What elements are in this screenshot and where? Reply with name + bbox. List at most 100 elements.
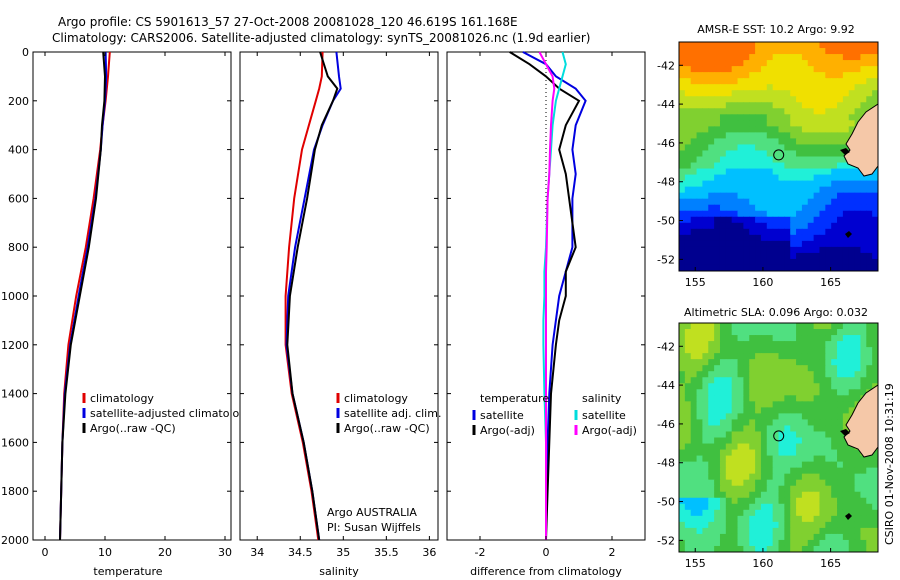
sst-lon-tick-label: 165	[820, 276, 841, 289]
heatmap-cell	[766, 383, 774, 390]
heatmap-cell	[696, 455, 704, 463]
heatmap-cell	[760, 545, 768, 552]
heatmap-cell	[831, 389, 838, 396]
heatmap-cell	[766, 180, 774, 188]
heatmap-cell	[749, 138, 756, 146]
heatmap-cell	[825, 48, 832, 55]
sal-x-tick-label: 36	[422, 546, 436, 559]
heatmap-cell	[737, 443, 744, 451]
heatmap-cell	[842, 120, 850, 127]
heatmap-cell	[825, 72, 832, 79]
heatmap-cell	[854, 377, 862, 384]
heatmap-cell	[796, 335, 803, 342]
heatmap-cell	[708, 210, 715, 218]
heatmap-cell	[825, 491, 832, 499]
heatmap-cell	[760, 353, 768, 360]
heatmap-cell	[866, 78, 873, 85]
heatmap-cell	[725, 371, 733, 378]
heatmap-cell	[766, 371, 774, 378]
heatmap-cell	[690, 335, 698, 342]
heatmap-cell	[807, 162, 815, 170]
heatmap-cell	[790, 509, 797, 517]
heatmap-cell	[696, 120, 704, 127]
heatmap-cell	[813, 216, 821, 224]
heatmap-cell	[784, 48, 791, 55]
heatmap-cell	[831, 425, 838, 433]
heatmap-cell	[684, 120, 692, 127]
heatmap-cell	[755, 102, 762, 109]
heatmap-cell	[702, 383, 709, 390]
heatmap-cell	[807, 329, 815, 336]
heatmap-cell	[807, 72, 815, 79]
heatmap-cell	[801, 461, 809, 469]
heatmap-cell	[860, 347, 867, 354]
heatmap-cell	[819, 455, 826, 463]
heatmap-cell	[679, 413, 686, 421]
heatmap-cell	[848, 42, 856, 49]
heatmap-cell	[760, 485, 768, 493]
heatmap-cell	[772, 138, 780, 146]
heatmap-cell	[684, 144, 692, 152]
heatmap-cell	[854, 54, 862, 61]
heatmap-cell	[837, 527, 844, 535]
heatmap-cell	[831, 353, 838, 360]
heatmap-cell	[749, 234, 756, 242]
heatmap-cell	[842, 132, 850, 140]
heatmap-cell	[714, 527, 721, 535]
heatmap-cell	[807, 180, 815, 188]
heatmap-cell	[749, 521, 756, 529]
heatmap-cell	[831, 455, 838, 463]
heatmap-cell	[848, 389, 856, 396]
sst-lon-tick-label: 155	[685, 276, 706, 289]
heatmap-cell	[778, 479, 785, 487]
heatmap-cell	[731, 138, 739, 146]
heatmap-cell	[719, 42, 727, 49]
heatmap-cell	[760, 156, 768, 164]
heatmap-cell	[801, 258, 809, 266]
heatmap-cell	[702, 252, 709, 260]
heatmap-cell	[755, 210, 762, 218]
heatmap-cell	[837, 461, 844, 469]
heatmap-cell	[796, 479, 803, 487]
heatmap-cell	[796, 192, 803, 200]
heatmap-cell	[825, 377, 832, 384]
heatmap-cell	[831, 347, 838, 354]
heatmap-cell	[749, 407, 756, 414]
heatmap-cell	[684, 168, 692, 176]
heatmap-cell	[719, 168, 727, 176]
heatmap-cell	[679, 240, 686, 248]
heatmap-cell	[719, 144, 727, 152]
heatmap-cell	[825, 545, 832, 552]
heatmap-cell	[719, 78, 727, 85]
heatmap-cell	[848, 84, 856, 91]
heatmap-cell	[755, 222, 762, 230]
heatmap-cell	[725, 96, 733, 103]
heatmap-cell	[708, 455, 715, 463]
heatmap-cell	[737, 473, 744, 481]
sal-x-tick-label: 34	[250, 546, 264, 559]
heatmap-cell	[837, 509, 844, 517]
heatmap-cell	[731, 509, 739, 517]
heatmap-cell	[819, 497, 826, 505]
heatmap-cell	[866, 252, 873, 260]
heatmap-cell	[872, 66, 878, 73]
heatmap-cell	[743, 443, 750, 451]
heatmap-cell	[714, 389, 721, 396]
heatmap-cell	[837, 54, 844, 61]
heatmap-cell	[801, 479, 809, 487]
heatmap-cell	[719, 198, 727, 206]
heatmap-cell	[719, 443, 727, 451]
heatmap-cell	[825, 389, 832, 396]
heatmap-cell	[796, 395, 803, 402]
heatmap-cell	[772, 150, 780, 158]
heatmap-cell	[860, 198, 867, 206]
heatmap-cell	[854, 455, 862, 463]
heatmap-cell	[790, 395, 797, 402]
heatmap-cell	[731, 341, 739, 348]
heatmap-cell	[731, 527, 739, 535]
heatmap-cell	[790, 329, 797, 336]
heatmap-cell	[813, 443, 821, 451]
heatmap-cell	[831, 443, 838, 451]
heatmap-cell	[737, 425, 744, 433]
heatmap-cell	[731, 150, 739, 158]
